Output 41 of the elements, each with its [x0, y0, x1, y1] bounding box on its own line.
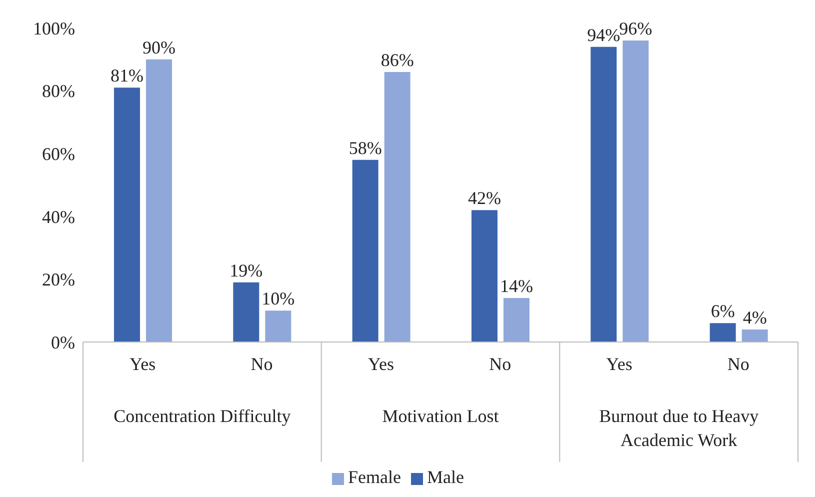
- legend-label: Female: [348, 467, 401, 487]
- legend-label: Male: [427, 467, 464, 487]
- bar: [352, 160, 378, 342]
- y-tick-label: 60%: [42, 144, 75, 164]
- data-label: 81%: [110, 66, 144, 86]
- x-tick-label: Yes: [606, 354, 632, 374]
- bar: [233, 282, 260, 342]
- data-label: 96%: [619, 18, 652, 39]
- bar: [710, 323, 736, 342]
- y-tick-label: 0%: [51, 332, 75, 352]
- bar: [590, 46, 617, 342]
- x-tick-label: Yes: [129, 354, 156, 374]
- x-tick-label: Yes: [368, 354, 394, 374]
- data-label: 19%: [230, 260, 263, 280]
- x-tick-label: No: [489, 354, 512, 374]
- x-tick-label: No: [727, 354, 750, 374]
- bar: [471, 210, 498, 342]
- y-tick-label: 40%: [42, 206, 75, 227]
- bar: [503, 298, 530, 342]
- y-tick-label: 20%: [42, 270, 75, 290]
- text: Burnout due to Heavy Academic Work: [599, 406, 759, 450]
- data-label: 4%: [742, 307, 767, 328]
- y-tick-label: 80%: [42, 81, 75, 102]
- data-label: 42%: [468, 188, 501, 208]
- text: Motivation Lost: [382, 406, 499, 426]
- data-label: 10%: [262, 288, 295, 309]
- bar: [146, 59, 172, 342]
- data-label: 86%: [380, 50, 414, 70]
- data-label: 14%: [500, 276, 533, 296]
- text: Concentration Difficulty: [114, 406, 291, 426]
- bar: [265, 310, 292, 342]
- bar: [114, 88, 140, 342]
- x-tick-label: No: [250, 354, 273, 374]
- y-tick-label: 100%: [33, 18, 75, 38]
- data-label: 90%: [142, 37, 176, 58]
- data-label: 94%: [587, 24, 620, 45]
- data-label: 58%: [348, 138, 382, 158]
- bar: [742, 329, 768, 342]
- bar: [622, 40, 649, 342]
- data-label: 6%: [710, 301, 735, 322]
- bar: [384, 72, 410, 342]
